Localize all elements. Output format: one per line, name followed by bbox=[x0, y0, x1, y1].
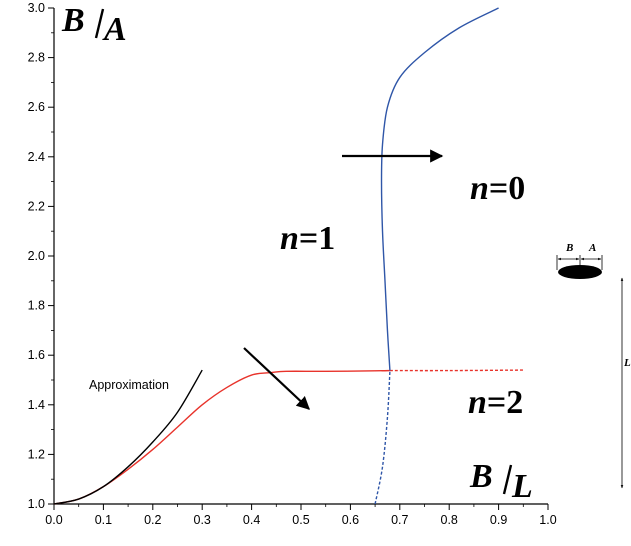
y-tick-label: 1.0 bbox=[28, 497, 45, 511]
series-line-1 bbox=[389, 369, 524, 372]
y-tick-label: 1.6 bbox=[28, 348, 45, 362]
y-tick-label: 1.8 bbox=[28, 299, 45, 313]
x-tick-label: 1.0 bbox=[539, 513, 556, 527]
x-tick-label: 0.7 bbox=[391, 513, 408, 527]
arrow-down-right bbox=[243, 347, 310, 410]
series-line-3 bbox=[380, 7, 499, 371]
x-tick-label: 0.9 bbox=[490, 513, 507, 527]
y-tick-label: 2.8 bbox=[28, 51, 45, 65]
y-tick-label: 2.0 bbox=[28, 249, 45, 263]
x-tick-label: 0.0 bbox=[45, 513, 62, 527]
y-tick-label: 2.2 bbox=[28, 199, 45, 213]
x-axis-title-main: B bbox=[469, 458, 493, 495]
inset-ellipse bbox=[558, 265, 602, 279]
x-axis-title-sub: L bbox=[511, 468, 533, 505]
inset-l-label: L bbox=[623, 357, 631, 369]
inset-a-label: A bbox=[588, 242, 596, 254]
y-axis-title-sub: A bbox=[102, 11, 127, 48]
series-line-2 bbox=[53, 369, 203, 505]
x-axis-title-slash bbox=[502, 464, 513, 495]
series-line-4 bbox=[374, 370, 391, 505]
x-tick-label: 0.6 bbox=[342, 513, 359, 527]
approximation-label: Approximation bbox=[89, 378, 169, 392]
ticks: 0.0 0.1 0.2 0.3 0.4 0.5 0.6 0.7 0.8 0.9 1.0 1.0 1.2 1… bbox=[28, 1, 557, 527]
region-label-n2: n=2 bbox=[468, 384, 523, 421]
x-tick-label: 0.3 bbox=[194, 513, 211, 527]
x-tick-label: 0.5 bbox=[292, 513, 309, 527]
y-tick-label: 3.0 bbox=[28, 1, 45, 15]
x-tick-label: 0.4 bbox=[243, 513, 260, 527]
x-tick-label: 0.8 bbox=[441, 513, 458, 527]
series-lines bbox=[53, 7, 524, 505]
x-tick-label: 0.1 bbox=[95, 513, 112, 527]
inset-b-label: B bbox=[565, 242, 573, 254]
y-axis-title-slash bbox=[94, 8, 105, 39]
y-tick-label: 1.2 bbox=[28, 447, 45, 461]
y-tick-label: 2.4 bbox=[28, 150, 45, 164]
x-tick-label: 0.2 bbox=[144, 513, 161, 527]
x-axis-title: B L bbox=[469, 458, 533, 505]
y-axis-title: B A bbox=[61, 2, 127, 48]
region-label-n0: n=0 bbox=[470, 170, 525, 207]
y-tick-label: 2.6 bbox=[28, 100, 45, 114]
region-label-n1: n=1 bbox=[280, 220, 335, 257]
inset-diagram: B A L bbox=[556, 242, 631, 489]
y-tick-label: 1.4 bbox=[28, 398, 45, 412]
y-axis-title-main: B bbox=[61, 2, 85, 39]
